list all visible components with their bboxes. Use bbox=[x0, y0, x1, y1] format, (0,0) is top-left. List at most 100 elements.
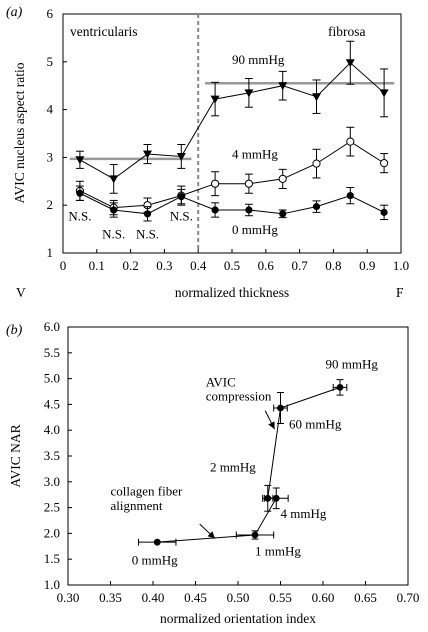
series-0-mmhg-point bbox=[110, 206, 118, 214]
x-tick-label: 0.4 bbox=[190, 258, 207, 273]
series-0-mmhg-point bbox=[76, 189, 84, 197]
series-4-mmhg-point bbox=[244, 179, 253, 188]
series-4-mmhg-point bbox=[346, 137, 355, 146]
x-tick-label: 0.40 bbox=[142, 590, 165, 605]
annotation-alignment: alignment bbox=[111, 498, 163, 513]
point-1-mmhg bbox=[251, 531, 259, 539]
series-90-mmhg-point bbox=[75, 156, 85, 165]
y-tick-label: 6.0 bbox=[44, 319, 60, 334]
y-tick-label: 1.5 bbox=[44, 551, 60, 566]
y-tick-label: 4.5 bbox=[44, 396, 60, 411]
x-tick-label: 0.8 bbox=[325, 258, 341, 273]
annotation-avic: AVIC bbox=[206, 374, 236, 389]
series-0-mmhg-point bbox=[279, 210, 287, 218]
x-tick-label: 0.9 bbox=[359, 258, 375, 273]
series-0-mmhg-point bbox=[346, 192, 354, 200]
series-4-mmhg-line bbox=[79, 141, 385, 209]
annotation-4-mmhg: 4 mmHg bbox=[281, 506, 327, 521]
panel-b-y-axis-label: AVIC NAR bbox=[8, 424, 23, 487]
annotation-0-mmhg: 0 mmHg bbox=[132, 552, 178, 567]
x-tick-label: 0.50 bbox=[227, 590, 250, 605]
annotation-1-mmhg: 1 mmHg bbox=[255, 544, 301, 559]
x-tick-label: 0.2 bbox=[122, 258, 138, 273]
annotation-60-mmhg: 60 mmHg bbox=[289, 417, 342, 432]
series-4-mmhg-point bbox=[211, 179, 220, 188]
pressure-label-0-mmhg: 0 mmHg bbox=[232, 222, 278, 237]
point-4-mmhg bbox=[272, 494, 280, 502]
panel-b-label: (b) bbox=[6, 323, 23, 338]
x-tick-label: 0.55 bbox=[269, 590, 292, 605]
panel-b-x-axis-label: normalized orientation index bbox=[160, 611, 316, 626]
series-90-mmhg-point bbox=[278, 82, 288, 91]
point-90-mmhg bbox=[336, 383, 344, 391]
x-end-label-v: V bbox=[16, 285, 26, 300]
annotation-90-mmhg: 90 mmHg bbox=[326, 356, 379, 371]
ns-annotation: N.S. bbox=[102, 227, 125, 242]
point-60-mmhg bbox=[277, 404, 284, 412]
y-tick-label: 3.5 bbox=[44, 448, 60, 463]
series-4-mmhg-point bbox=[278, 174, 287, 184]
x-tick-label: 0.7 bbox=[291, 258, 308, 273]
pressure-label-4-mmhg: 4 mmHg bbox=[232, 146, 278, 161]
y-tick-label: 5.0 bbox=[44, 371, 60, 386]
x-tick-label: 0.60 bbox=[312, 590, 335, 605]
series-90-mmhg-point bbox=[109, 175, 119, 184]
x-end-label-f: F bbox=[396, 285, 404, 300]
y-tick-label: 2.5 bbox=[44, 500, 60, 515]
y-tick-label: 3 bbox=[47, 149, 54, 164]
annotation-2-mmhg: 2 mmHg bbox=[210, 459, 256, 474]
series-90-mmhg-line bbox=[79, 62, 385, 180]
pressure-label-90-mmhg: 90 mmHg bbox=[232, 52, 285, 67]
series-0-mmhg-line bbox=[79, 192, 385, 215]
series-4-mmhg-point bbox=[380, 159, 389, 168]
y-tick-label: 4 bbox=[47, 102, 54, 117]
x-tick-label: 0.45 bbox=[184, 590, 207, 605]
y-tick-label: 2 bbox=[47, 197, 54, 212]
point-0-mmhg bbox=[153, 538, 161, 546]
series-0-mmhg-point bbox=[211, 206, 219, 214]
series-90-mmhg-point bbox=[312, 93, 321, 102]
fibrosa-label: fibrosa bbox=[328, 24, 366, 39]
y-tick-label: 5 bbox=[47, 54, 54, 69]
annotation-collagen-fiber: collagen fiber bbox=[111, 484, 183, 499]
panel-a-y-axis-label: AVIC nucleus aspect ratio bbox=[12, 62, 27, 203]
x-tick-label: 0.3 bbox=[156, 258, 172, 273]
y-tick-label: 5.5 bbox=[44, 345, 60, 360]
panel-a-x-axis-label: normalized thickness bbox=[175, 285, 289, 300]
series-0-mmhg-point bbox=[245, 206, 253, 214]
ns-annotation: N.S. bbox=[170, 208, 193, 223]
x-tick-label: 0.5 bbox=[224, 258, 240, 273]
series-0-mmhg-point bbox=[177, 192, 185, 201]
annotation-arrow-head bbox=[268, 421, 275, 430]
y-tick-label: 2.0 bbox=[44, 525, 60, 540]
x-tick-label: 0.30 bbox=[57, 590, 80, 605]
series-4-mmhg-point bbox=[312, 159, 321, 168]
series-90-mmhg-point bbox=[176, 152, 186, 161]
series-90-mmhg-point bbox=[143, 150, 152, 159]
annotation-compression: compression bbox=[206, 388, 272, 403]
series-90-mmhg-point bbox=[244, 89, 254, 98]
series-0-mmhg-point bbox=[380, 208, 388, 216]
y-tick-label: 6 bbox=[47, 6, 54, 21]
point-2-mmhg bbox=[264, 494, 272, 502]
y-tick-label: 3.0 bbox=[44, 474, 60, 489]
series-90-mmhg-point bbox=[210, 95, 220, 104]
panel-a-label: (a) bbox=[6, 5, 23, 20]
series-0-mmhg-point bbox=[312, 203, 321, 211]
series-0-mmhg-point bbox=[143, 210, 152, 218]
ns-annotation: N.S. bbox=[68, 208, 91, 223]
y-tick-label: 1.0 bbox=[44, 577, 60, 592]
ns-annotation: N.S. bbox=[136, 227, 159, 242]
x-tick-label: 0.70 bbox=[397, 590, 420, 605]
annotation-arrow-head bbox=[207, 531, 216, 539]
panel-a: (a) 0 0.1 0.2 0.3 0.4 0.5 0.6 0.7 0.8 0.9 1.0 1 2 3 4 5… bbox=[6, 5, 409, 300]
y-tick-label: 1 bbox=[47, 245, 54, 260]
ventricularis-label: ventricularis bbox=[70, 24, 137, 39]
panel-b: (b) 0.30 0.35 0.40 0.45 0.50 0.55 0.60 0.65 0.70… bbox=[6, 319, 419, 626]
x-tick-label: 0.65 bbox=[354, 590, 377, 605]
series-90-mmhg-point bbox=[345, 59, 355, 68]
x-tick-label: 0.1 bbox=[89, 258, 105, 273]
y-tick-label: 4.0 bbox=[44, 422, 60, 437]
series-90-mmhg-point bbox=[379, 89, 389, 98]
x-tick-label: 1.0 bbox=[393, 258, 409, 273]
